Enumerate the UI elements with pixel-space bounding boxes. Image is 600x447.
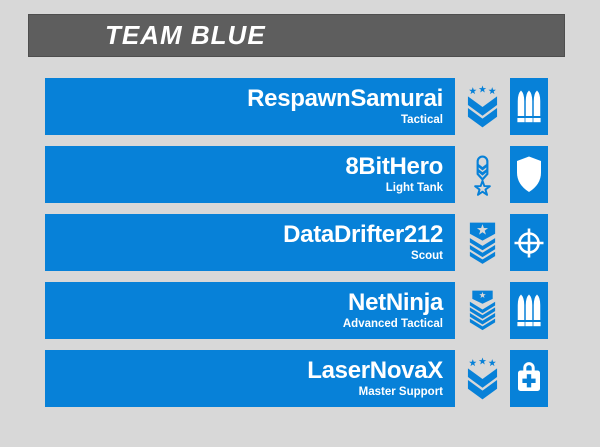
player-class: Master Support (358, 385, 443, 398)
ammo-bullets-icon[interactable] (510, 282, 548, 339)
player-bar[interactable]: 8BitHero Light Tank (45, 146, 455, 203)
ammo-bullets-icon[interactable] (510, 78, 548, 135)
player-name: LaserNovaX (307, 356, 443, 384)
roster: RespawnSamurai Tactical 8BitHero Light T… (45, 78, 548, 418)
player-name: RespawnSamurai (247, 84, 443, 112)
player-bar[interactable]: RespawnSamurai Tactical (45, 78, 455, 135)
roster-row: NetNinja Advanced Tactical (45, 282, 548, 339)
roster-row: DataDrifter212 Scout (45, 214, 548, 271)
rank-star-shield-quad-chevron-icon (455, 282, 510, 339)
roster-row: RespawnSamurai Tactical (45, 78, 548, 135)
player-class: Tactical (401, 113, 443, 126)
rank-chevron-medal-star-icon (455, 146, 510, 203)
rank-star-shield-triple-chevron-icon (455, 214, 510, 271)
roster-row: LaserNovaX Master Support (45, 350, 548, 407)
shield-icon[interactable] (510, 146, 548, 203)
player-bar[interactable]: DataDrifter212 Scout (45, 214, 455, 271)
medkit-icon[interactable] (510, 350, 548, 407)
player-name: 8BitHero (345, 152, 443, 180)
roster-row: 8BitHero Light Tank (45, 146, 548, 203)
rank-three-stars-double-chevron-icon (455, 78, 510, 135)
player-bar[interactable]: LaserNovaX Master Support (45, 350, 455, 407)
player-class: Scout (411, 249, 443, 262)
player-name: DataDrifter212 (283, 220, 443, 248)
team-title: TEAM BLUE (105, 20, 266, 50)
rank-three-stars-double-chevron-icon (455, 350, 510, 407)
team-header-bar: TEAM BLUE (28, 14, 565, 57)
player-class: Advanced Tactical (342, 317, 443, 330)
player-bar[interactable]: NetNinja Advanced Tactical (45, 282, 455, 339)
player-name: NetNinja (348, 288, 443, 316)
crosshair-icon[interactable] (510, 214, 548, 271)
player-class: Light Tank (385, 181, 443, 194)
